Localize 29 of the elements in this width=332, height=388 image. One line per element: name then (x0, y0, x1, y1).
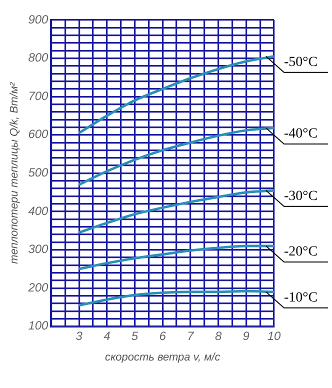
line-series (78, 126, 274, 186)
line-series (78, 290, 274, 307)
y-tick-label: 100 (28, 318, 49, 333)
x-tick-label: 6 (159, 328, 166, 343)
y-tick-label: 900 (28, 12, 49, 26)
x-tick-label: 3 (76, 328, 83, 343)
line-series (78, 244, 274, 270)
y-tick-label: 400 (28, 204, 49, 218)
x-axis-title: скорость ветра v, м/с (104, 351, 221, 364)
y-tick-label: 800 (28, 50, 49, 65)
y-tick-label: 300 (28, 242, 49, 256)
y-tick-label: 200 (27, 280, 49, 294)
series-label: -10°C (284, 290, 318, 306)
series-label: -40°C (284, 126, 318, 142)
y-tick-label: 700 (28, 88, 49, 103)
x-tick-label: 9 (242, 328, 250, 343)
line-series (78, 55, 274, 134)
x-tick-label: 5 (131, 328, 138, 343)
x-tick-label: 10 (267, 328, 281, 343)
y-tick-label: 500 (28, 166, 49, 180)
series-label: -30°C (284, 189, 318, 204)
series-label: -20°C (284, 244, 318, 260)
y-axis-title: теплопотери теплицы Q/k, Вт/м² (8, 82, 21, 264)
y-tick-label: 600 (28, 127, 49, 142)
series-label: -50°C (284, 55, 318, 70)
x-tick-label: 4 (104, 328, 111, 343)
x-tick-label: 8 (214, 328, 222, 343)
line-series (78, 189, 274, 234)
x-tick-label: 7 (187, 328, 196, 343)
